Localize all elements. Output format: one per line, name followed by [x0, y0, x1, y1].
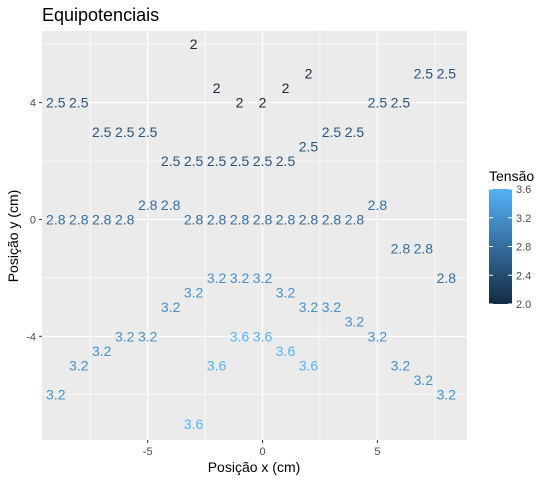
x-tick-label: -5 [143, 446, 153, 458]
data-point-label: 3.2 [276, 284, 296, 300]
data-point-label: 2.8 [46, 211, 66, 227]
data-labels: 22 222 22.5 2.52.5 2.52.5 2.52.5 2.5 2.5 2.5 2.52… [46, 36, 456, 432]
data-point-label: 2.5 [161, 153, 181, 169]
data-point-label: 3.6 [276, 343, 296, 359]
legend-tick-label: 2.0 [516, 299, 531, 311]
data-point-label: 2.5 [184, 153, 204, 169]
data-point-label: 3.2 [437, 387, 457, 403]
data-point-label: 2.5 [437, 65, 457, 81]
data-point-label: 2.8 [92, 211, 112, 227]
legend-tick-label: 2.4 [516, 270, 531, 282]
data-point-label: 3.2 [161, 299, 181, 315]
y-tick-label: 4 [30, 98, 36, 110]
data-point-label: 2.8 [368, 197, 388, 213]
legend-colorbar [489, 189, 512, 304]
legend-tick-label: 3.2 [516, 213, 531, 225]
data-point-label: 3.2 [115, 328, 135, 344]
data-point-label: 2.8 [161, 197, 181, 213]
data-point-label: 3.6 [184, 416, 204, 432]
data-point-label: 2.5 [253, 153, 273, 169]
data-point-label: 3.6 [207, 358, 227, 374]
data-point-label: 3.2 [230, 270, 250, 286]
colorbar-legend: Tensão 3.6 3.2 2.8 2.4 2.0 [489, 168, 534, 311]
data-point-label: 2 [236, 95, 244, 111]
data-point-label: 3.2 [391, 358, 411, 374]
data-point-label: 2.8 [345, 211, 365, 227]
data-point-label: 2.8 [437, 270, 457, 286]
x-axis-title: Posição x (cm) [208, 459, 301, 475]
chart-title: Equipotenciais [42, 5, 159, 25]
data-point-label: 2.8 [207, 211, 227, 227]
legend-tick-label: 3.6 [516, 184, 531, 196]
legend-tick-label: 2.8 [516, 242, 531, 254]
data-point-label: 3.2 [299, 299, 319, 315]
x-tick-label: 0 [259, 446, 265, 458]
data-point-label: 2.8 [414, 241, 434, 257]
data-point-label: 3.6 [230, 328, 250, 344]
data-point-label: 3.2 [92, 343, 112, 359]
data-point-label: 2 [259, 95, 267, 111]
data-point-label: 2.5 [299, 138, 319, 154]
data-point-label: 3.2 [184, 284, 204, 300]
data-point-label: 3.2 [253, 270, 273, 286]
data-point-label: 2.8 [184, 211, 204, 227]
y-axis-title: Posição y (cm) [5, 190, 21, 283]
data-point-label: 2.8 [230, 211, 250, 227]
data-point-label: 2.8 [253, 211, 273, 227]
x-tick-label: 5 [374, 446, 380, 458]
data-point-label: 2.5 [115, 124, 135, 140]
axis-ticks: -5 0 5 -4 0 4 [26, 98, 380, 458]
data-point-label: 2.5 [391, 95, 411, 111]
data-point-label: 2 [282, 80, 290, 96]
y-tick-label: -4 [26, 331, 36, 343]
data-point-label: 2.5 [414, 65, 434, 81]
data-point-label: 2.5 [276, 153, 296, 169]
data-point-label: 2 [305, 65, 313, 81]
data-point-label: 3.2 [414, 372, 434, 388]
data-point-label: 2.5 [368, 95, 388, 111]
data-point-label: 2.8 [69, 211, 89, 227]
data-point-label: 3.2 [69, 358, 89, 374]
data-point-label: 2.8 [299, 211, 319, 227]
data-point-label: 2.5 [322, 124, 342, 140]
data-point-label: 3.2 [46, 387, 66, 403]
data-point-label: 2.5 [345, 124, 365, 140]
data-point-label: 2.5 [230, 153, 250, 169]
plot-panel [42, 31, 467, 440]
grid-lines [42, 31, 467, 440]
data-point-label: 3.6 [299, 358, 319, 374]
data-point-label: 2.8 [322, 211, 342, 227]
data-point-label: 3.2 [345, 314, 365, 330]
legend-title: Tensão [489, 168, 534, 184]
data-point-label: 3.2 [368, 328, 388, 344]
data-point-label: 3.2 [207, 270, 227, 286]
data-point-label: 2.5 [69, 95, 89, 111]
data-point-label: 2.8 [276, 211, 296, 227]
data-point-label: 2.5 [207, 153, 227, 169]
legend-ticks: 3.6 3.2 2.8 2.4 2.0 [489, 184, 531, 311]
y-tick-label: 0 [30, 214, 36, 226]
data-point-label: 2.8 [138, 197, 158, 213]
data-point-label: 2.8 [391, 241, 411, 257]
data-point-label: 3.2 [138, 328, 158, 344]
data-point-label: 2 [190, 36, 198, 52]
data-point-label: 2 [213, 80, 221, 96]
data-point-label: 2.5 [46, 95, 66, 111]
data-point-label: 2.8 [115, 211, 135, 227]
data-point-label: 2.5 [92, 124, 112, 140]
data-point-label: 3.2 [322, 299, 342, 315]
data-point-label: 2.5 [138, 124, 158, 140]
data-point-label: 3.6 [253, 328, 273, 344]
